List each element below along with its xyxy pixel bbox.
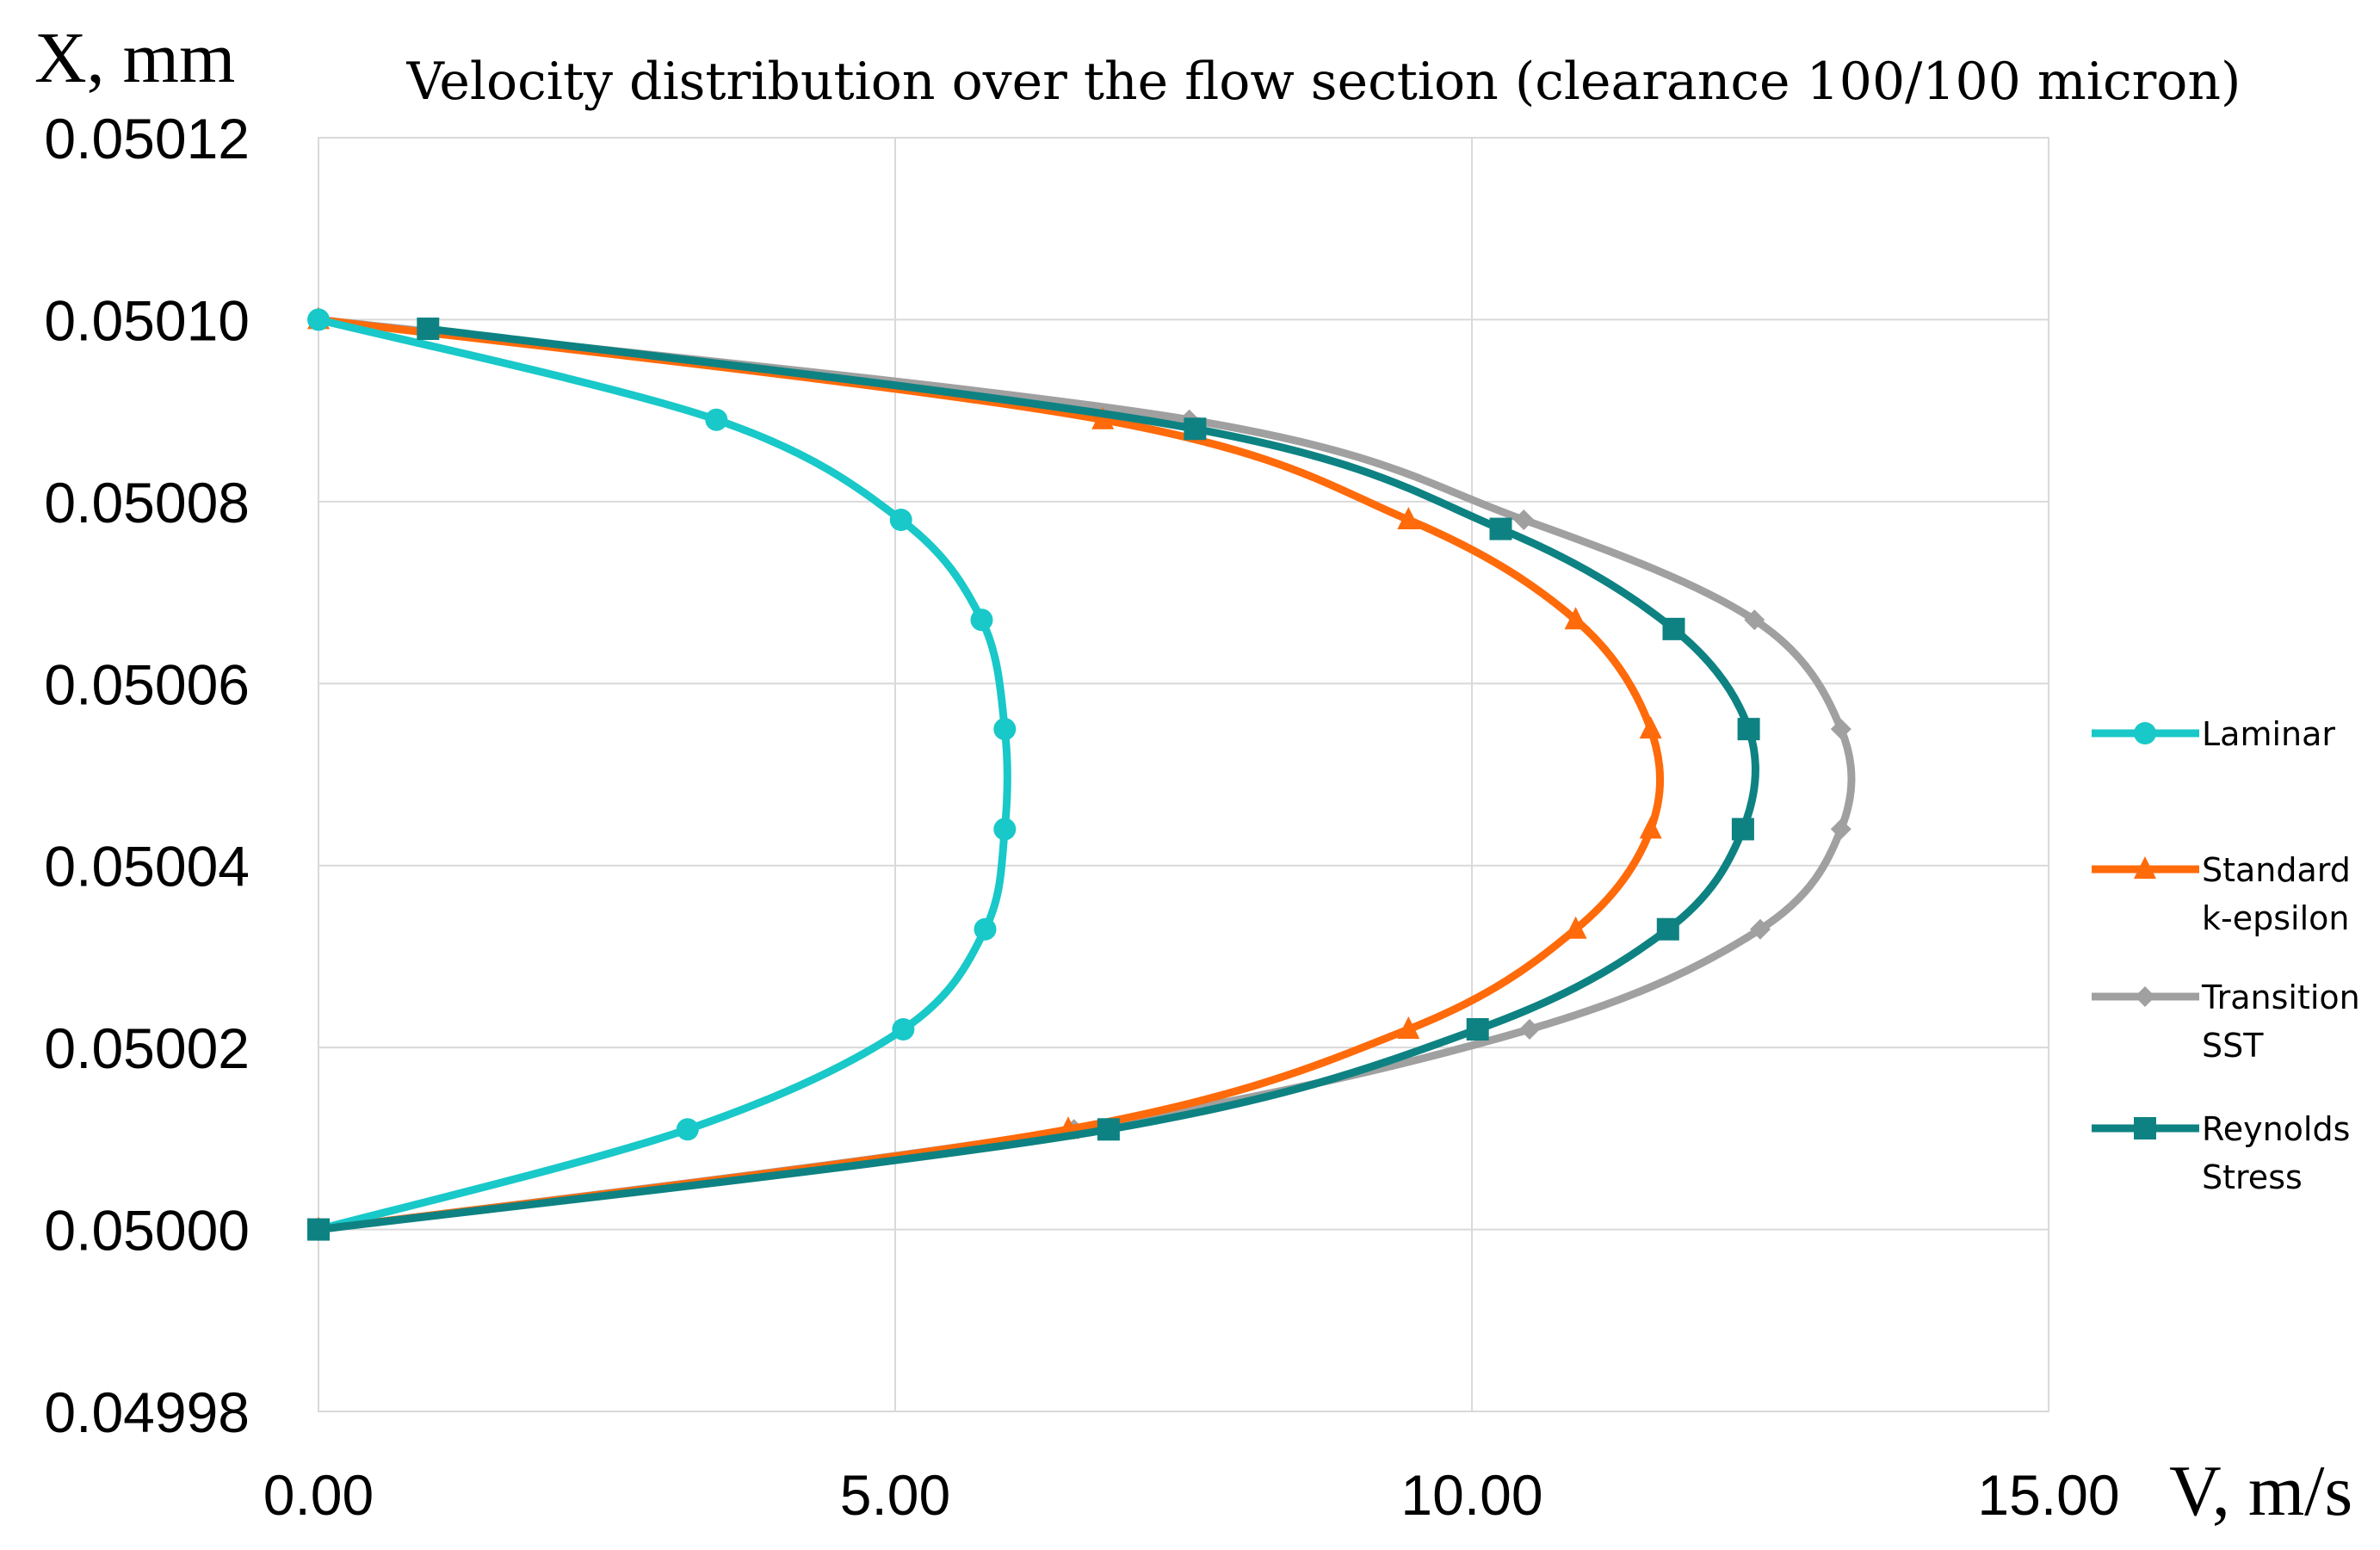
- legend-label: Transition: [2201, 979, 2360, 1016]
- data-point-laminar: [705, 408, 728, 431]
- data-point-reynolds-stress: [1662, 617, 1685, 640]
- gridlines: [318, 137, 2049, 1412]
- data-point-reynolds-stress: [1656, 917, 1679, 941]
- series-line-laminar: [314, 315, 1011, 1234]
- x-tick-label: 15.00: [1977, 1463, 2119, 1527]
- series-transition-sst: [308, 309, 1856, 1240]
- legend-label: Standard: [2202, 851, 2351, 889]
- data-point-standard-k-epsilon: [1397, 1016, 1420, 1039]
- data-point-reynolds-stress: [307, 1218, 330, 1241]
- legend-marker-transition-sst: [2135, 986, 2155, 1007]
- data-point-transition-sst: [1519, 1019, 1540, 1040]
- series-line-standard-k-epsilon: [314, 315, 1665, 1234]
- data-point-transition-sst: [1830, 818, 1851, 840]
- data-point-standard-k-epsilon: [1397, 507, 1420, 529]
- data-point-laminar: [993, 818, 1017, 841]
- data-point-transition-sst: [1513, 509, 1535, 530]
- data-point-standard-k-epsilon: [1564, 607, 1587, 630]
- legend-marker-reynolds-stress: [2134, 1117, 2156, 1139]
- data-point-reynolds-stress: [1184, 417, 1207, 441]
- data-point-reynolds-stress: [1731, 818, 1754, 841]
- y-tick-labels: 0.04998 0.05000 0.05002 0.05004 0.05006 0.050…: [44, 107, 250, 1444]
- x-tick-label: 5.00: [840, 1463, 950, 1527]
- y-tick-label: 0.05010: [44, 288, 250, 352]
- x-tick-label: 10.00: [1400, 1463, 1542, 1527]
- data-point-laminar: [993, 718, 1017, 741]
- data-point-reynolds-stress: [1097, 1118, 1120, 1141]
- x-axis-label: V, m/s: [2169, 1451, 2352, 1531]
- legend-marker-standard-k-epsilon: [2134, 856, 2156, 879]
- y-tick-label: 0.04998: [44, 1380, 250, 1444]
- data-series: [307, 306, 1856, 1241]
- data-point-transition-sst: [1744, 609, 1765, 631]
- data-point-laminar: [307, 308, 330, 331]
- legend-item-reynolds-stress: Reynolds Stress: [2092, 1110, 2350, 1196]
- data-point-transition-sst: [1750, 918, 1771, 940]
- legend-label: k-epsilon: [2202, 899, 2349, 937]
- series-standard-k-epsilon: [307, 306, 1665, 1239]
- y-tick-label: 0.05004: [44, 835, 250, 899]
- legend: Laminar Standard k-epsilon Transition SST Rey…: [2092, 715, 2360, 1196]
- data-point-laminar: [676, 1118, 699, 1141]
- legend-item-laminar: Laminar: [2092, 715, 2335, 753]
- legend-label: Stress: [2202, 1158, 2303, 1196]
- data-point-standard-k-epsilon: [1091, 406, 1115, 429]
- legend-item-standard-k-epsilon: Standard k-epsilon: [2092, 851, 2351, 937]
- chart-title: Velocity distribution over the flow sect…: [406, 52, 2241, 112]
- legend-label: Laminar: [2202, 715, 2335, 753]
- data-point-standard-k-epsilon: [1639, 816, 1662, 839]
- y-tick-label: 0.05000: [44, 1199, 250, 1263]
- data-point-transition-sst: [1830, 719, 1851, 740]
- series-line-reynolds-stress: [314, 324, 1760, 1234]
- legend-label: SST: [2202, 1027, 2264, 1065]
- data-point-standard-k-epsilon: [1639, 716, 1662, 739]
- data-point-reynolds-stress: [1489, 517, 1512, 540]
- legend-marker-laminar: [2134, 722, 2156, 744]
- legend-item-transition-sst: Transition SST: [2092, 979, 2360, 1065]
- data-point-reynolds-stress: [417, 318, 440, 340]
- series-reynolds-stress: [307, 318, 1760, 1241]
- y-tick-label: 0.05002: [44, 1016, 250, 1080]
- data-point-reynolds-stress: [1466, 1018, 1489, 1041]
- y-tick-label: 0.05006: [44, 652, 250, 716]
- data-point-laminar: [892, 1018, 915, 1041]
- x-tick-labels: 0.00 5.00 10.00 15.00: [263, 1463, 2120, 1527]
- data-point-laminar: [970, 608, 993, 632]
- data-point-reynolds-stress: [1737, 718, 1760, 741]
- data-point-laminar: [974, 917, 997, 941]
- data-point-laminar: [889, 509, 912, 531]
- x-tick-label: 0.00: [263, 1463, 374, 1527]
- legend-label: Reynolds: [2202, 1110, 2350, 1148]
- series-line-transition-sst: [314, 315, 1856, 1234]
- series-laminar: [307, 308, 1017, 1241]
- y-tick-label: 0.05008: [44, 471, 250, 534]
- y-axis-label: X, mm: [34, 18, 235, 98]
- y-tick-label: 0.05012: [44, 107, 250, 170]
- plot-area: [318, 137, 2049, 1412]
- data-point-standard-k-epsilon: [1564, 916, 1587, 939]
